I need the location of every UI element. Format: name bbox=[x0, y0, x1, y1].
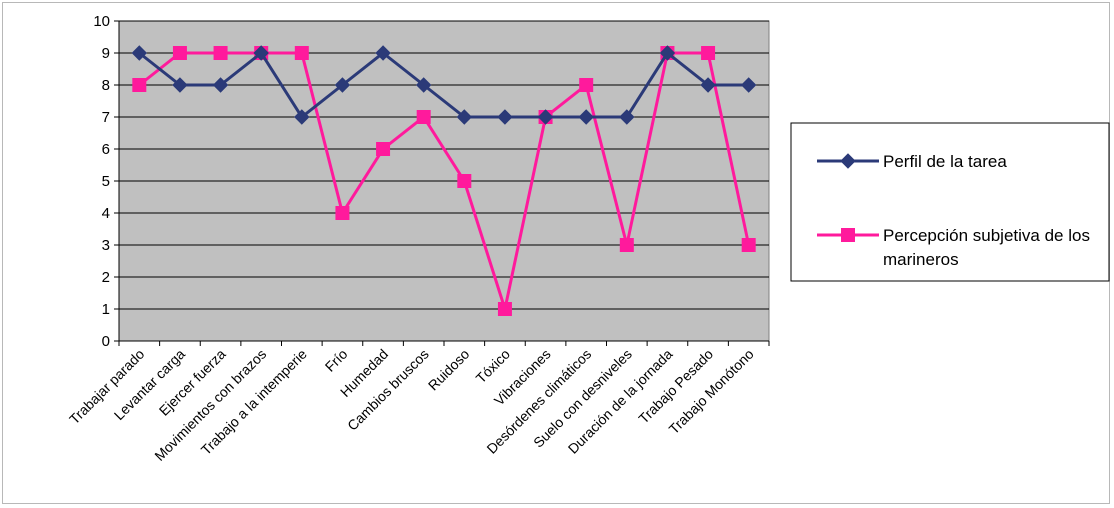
data-point bbox=[132, 78, 147, 92]
data-point bbox=[334, 77, 351, 93]
data-point bbox=[294, 109, 310, 125]
data-point bbox=[416, 110, 431, 124]
y-tick-label: 2 bbox=[102, 269, 110, 286]
data-point bbox=[415, 77, 432, 93]
legend-label: marineros bbox=[883, 250, 959, 269]
y-tick-label: 10 bbox=[93, 13, 110, 30]
data-point bbox=[740, 77, 757, 93]
x-tick-label: Ruidoso bbox=[425, 346, 473, 394]
data-point bbox=[456, 109, 473, 125]
x-tick-label: Frío bbox=[322, 346, 351, 375]
data-point bbox=[537, 109, 554, 125]
y-tick-label: 1 bbox=[102, 301, 110, 318]
data-point bbox=[335, 206, 350, 220]
series-line bbox=[138, 51, 751, 315]
legend-swatch-marker bbox=[840, 153, 856, 169]
y-tick-label: 7 bbox=[102, 109, 110, 126]
data-point bbox=[700, 77, 716, 93]
legend-box bbox=[790, 122, 1110, 282]
data-point bbox=[659, 45, 676, 61]
data-point bbox=[578, 109, 594, 125]
data-point bbox=[619, 109, 635, 125]
x-tick-label: Levantar carga bbox=[111, 346, 189, 424]
legend-label: Percepción subjetiva de los bbox=[883, 226, 1090, 245]
y-tick-label: 6 bbox=[102, 141, 110, 158]
data-point bbox=[172, 46, 187, 60]
legend: Perfil de la tarea Percepción subjetiva d… bbox=[790, 122, 1110, 282]
data-point bbox=[375, 45, 391, 61]
data-point bbox=[212, 77, 229, 93]
y-tick-label: 5 bbox=[102, 173, 110, 190]
series-line bbox=[138, 50, 749, 120]
data-point bbox=[741, 238, 756, 252]
y-tick-label: 9 bbox=[102, 45, 110, 62]
data-point bbox=[497, 109, 513, 125]
legend-label: Perfil de la tarea bbox=[883, 152, 1007, 171]
data-point bbox=[497, 302, 512, 316]
data-point bbox=[619, 238, 634, 252]
y-tick-label: 4 bbox=[102, 205, 110, 222]
y-tick-label: 0 bbox=[102, 333, 110, 350]
y-tick-label: 8 bbox=[102, 77, 110, 94]
data-point bbox=[376, 142, 391, 156]
data-point bbox=[253, 45, 269, 61]
data-point bbox=[213, 46, 228, 60]
series-perfil bbox=[131, 45, 757, 125]
data-point bbox=[131, 45, 148, 61]
data-point bbox=[294, 46, 309, 60]
data-point bbox=[701, 46, 716, 60]
data-point bbox=[172, 77, 188, 93]
y-tick-label: 3 bbox=[102, 237, 110, 254]
data-point bbox=[579, 78, 594, 92]
legend-swatch-marker bbox=[841, 228, 855, 242]
data-point bbox=[457, 174, 472, 188]
